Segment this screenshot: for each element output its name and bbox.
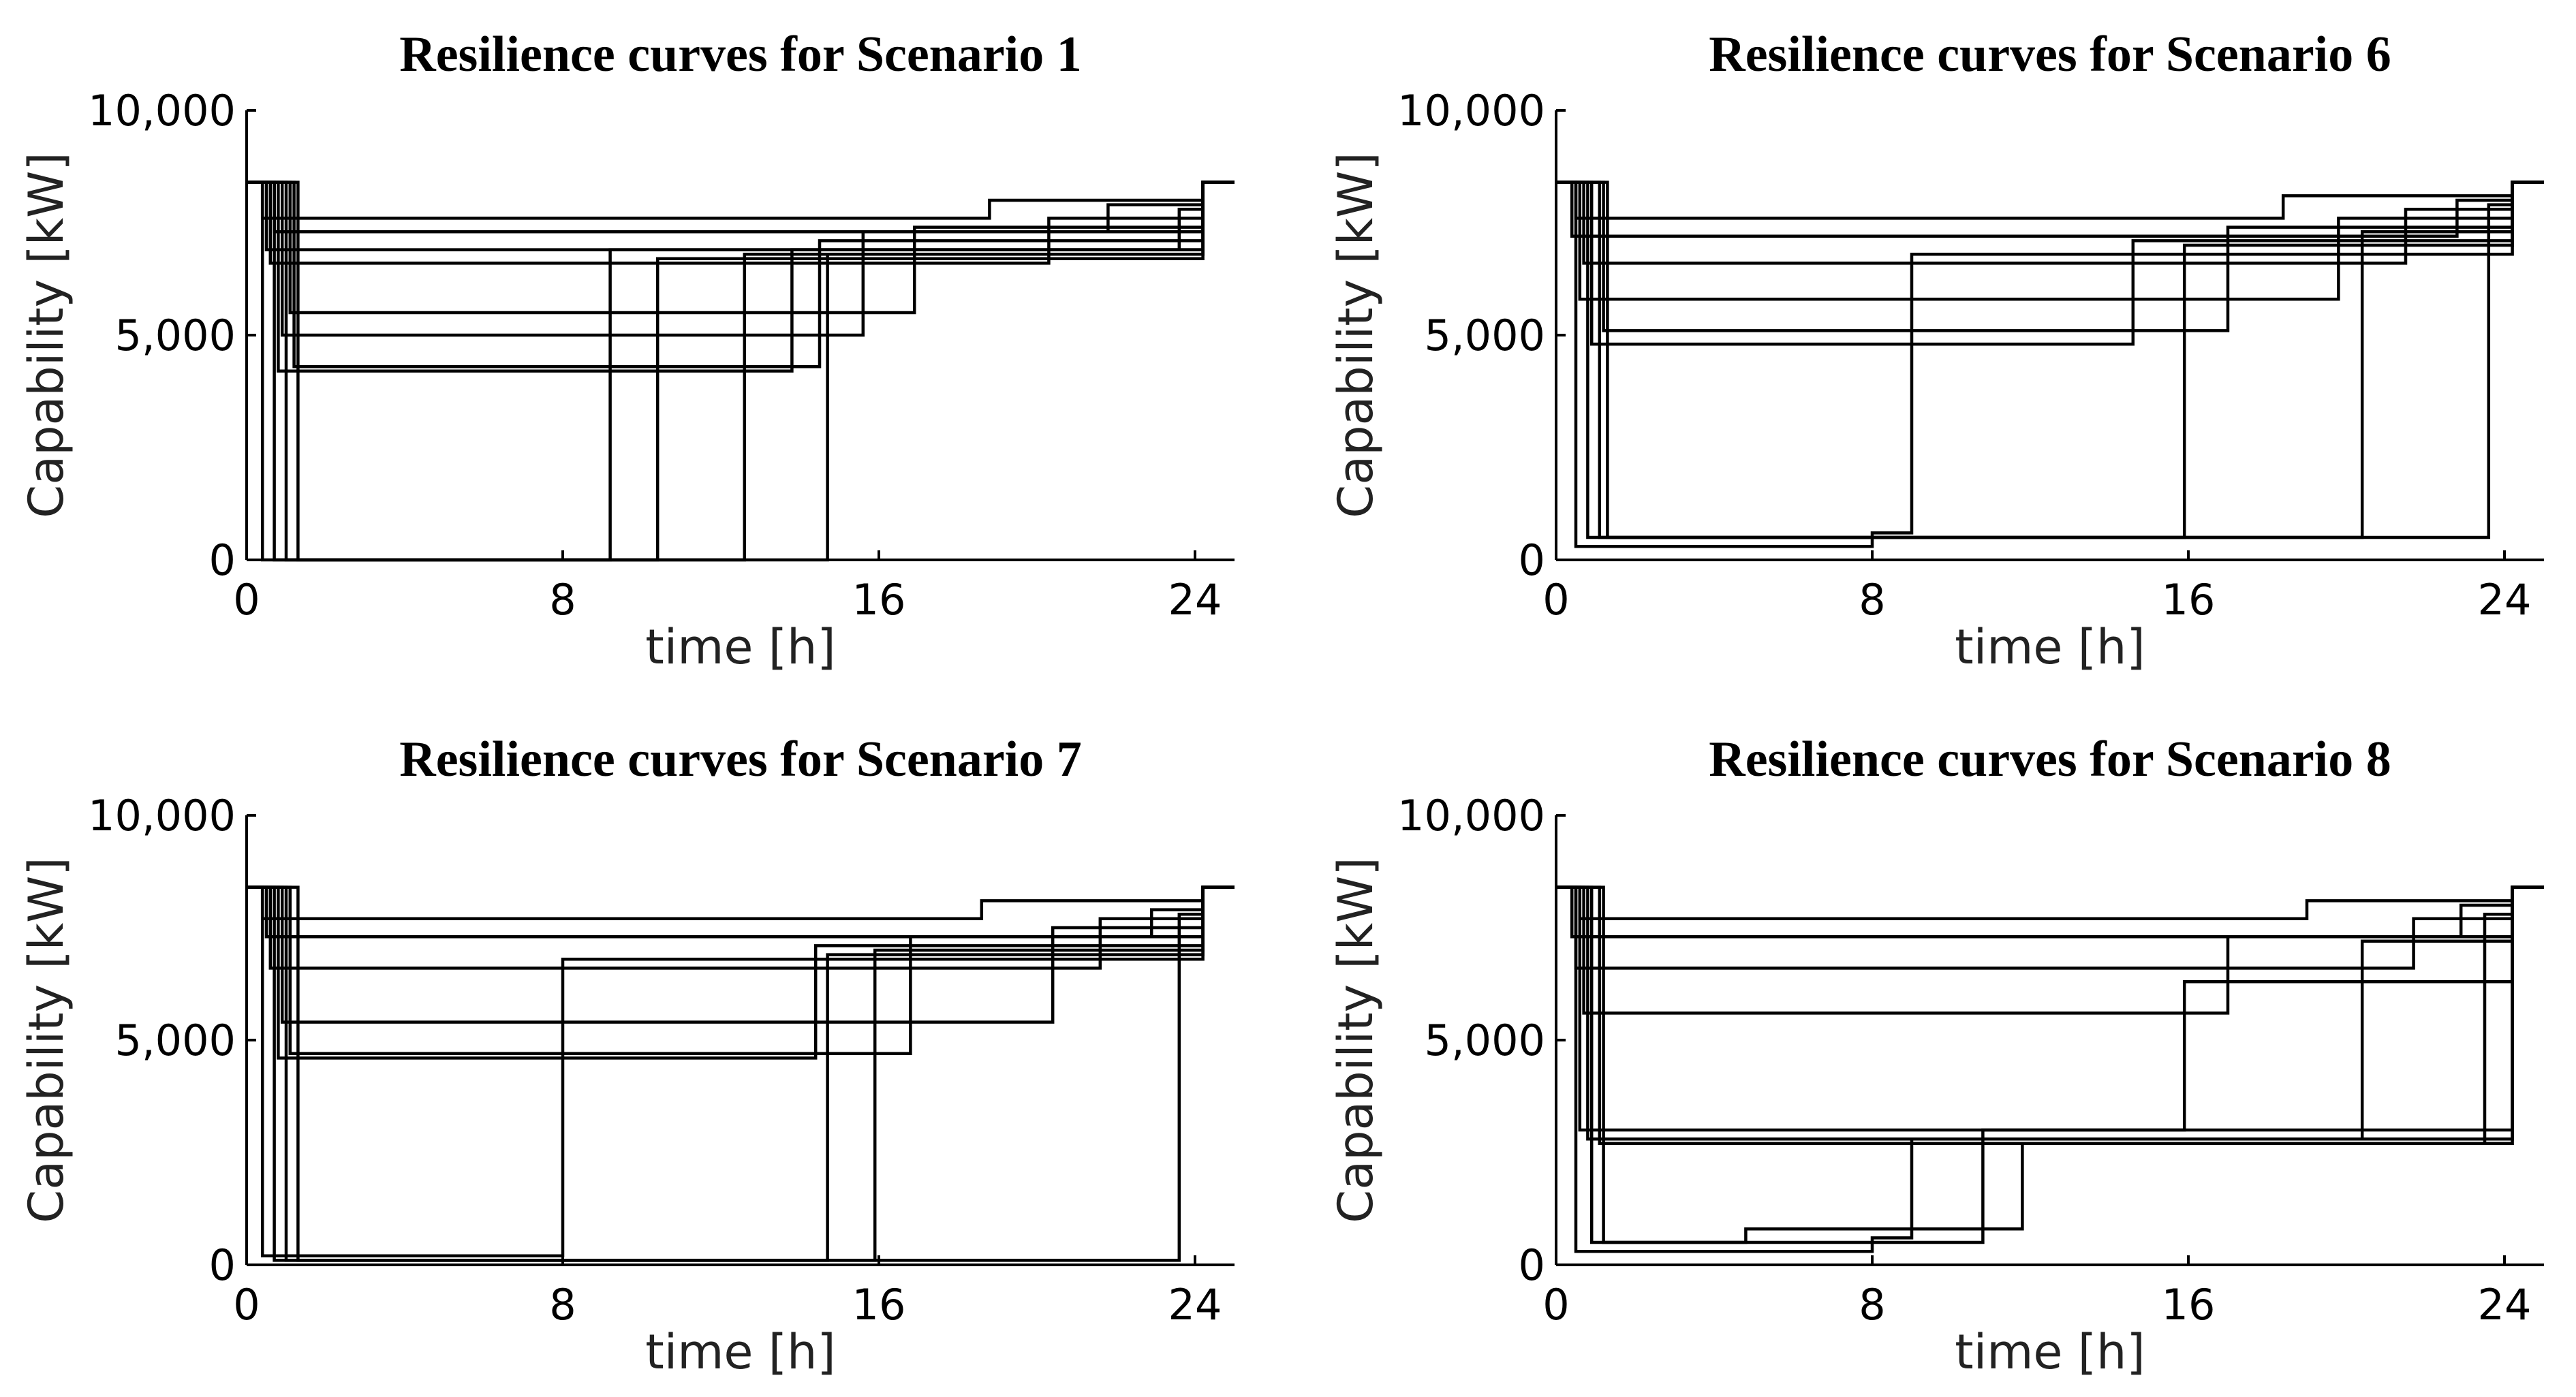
resilience-curve-6: [1556, 180, 2544, 332]
y-tick-label: 0: [209, 1240, 236, 1290]
resilience-curve-9: [247, 885, 1235, 939]
y-tick-label: 5,000: [1425, 1016, 1546, 1065]
x-tick-label: 24: [2478, 1280, 2532, 1330]
y-tick-label: 10,000: [88, 86, 236, 136]
x-tick-label: 16: [852, 575, 906, 625]
y-tick-label: 10,000: [88, 791, 236, 841]
x-tick-label: 8: [1859, 575, 1885, 625]
resilience-curve-10: [1556, 180, 2544, 220]
y-tick-label: 5,000: [115, 311, 236, 360]
resilience-curve-11: [247, 180, 1235, 234]
chart-panel-4: Resilience curves for Scenario 8 0 5,000 10…: [1328, 732, 2544, 1380]
x-tick-label: 16: [2162, 575, 2216, 625]
resilience-curve-5: [247, 180, 1235, 373]
x-tick-label: 24: [1168, 1280, 1222, 1330]
chart-title: Resilience curves for Scenario 1: [399, 27, 1082, 82]
y-axis-label: Capability [kW]: [1328, 152, 1384, 518]
resilience-curve-6: [247, 180, 1235, 368]
chart-panel-2: Resilience curves for Scenario 6 0 5,000 10…: [1328, 27, 2544, 675]
y-tick-label: 5,000: [115, 1016, 236, 1065]
x-tick-label: 0: [1542, 1280, 1569, 1330]
resilience-curve-6: [247, 885, 1235, 1056]
x-axis-label: time [h]: [645, 1324, 835, 1380]
y-tick-label: 5,000: [1425, 311, 1546, 360]
resilience-curve-7: [1556, 885, 2544, 1015]
y-tick-label: 10,000: [1397, 791, 1545, 841]
y-axis-label: Capability [kW]: [18, 152, 74, 518]
x-tick-label: 16: [2162, 1280, 2216, 1330]
x-tick-label: 16: [852, 1280, 906, 1330]
resilience-curve-4: [247, 885, 1235, 1262]
chart-title: Resilience curves for Scenario 7: [399, 732, 1082, 787]
x-tick-label: 0: [1542, 575, 1569, 625]
x-tick-label: 0: [233, 1280, 260, 1330]
resilience-curve-8: [247, 180, 1235, 315]
resilience-curve-10: [1556, 885, 2544, 921]
resilience-curve-1: [247, 885, 1235, 1258]
x-axis-label: time [h]: [1955, 1324, 2145, 1380]
resilience-curve-3: [247, 885, 1235, 1262]
resilience-curve-6: [1556, 885, 2544, 1146]
y-axis-label: Capability [kW]: [1328, 857, 1384, 1223]
resilience-curve-10: [247, 885, 1235, 921]
x-tick-label: 8: [549, 1280, 576, 1330]
resilience-curve-9: [1556, 885, 2544, 939]
x-tick-label: 8: [1859, 1280, 1885, 1330]
x-tick-label: 24: [1168, 575, 1222, 625]
x-tick-label: 8: [549, 575, 576, 625]
x-axis-label: time [h]: [1955, 619, 2145, 675]
chart-panel-1: Resilience curves for Scenario 1 0 5,000 10…: [18, 27, 1235, 675]
resilience-curve-2: [247, 885, 1235, 1262]
x-tick-label: 24: [2478, 575, 2532, 625]
x-tick-label: 0: [233, 575, 260, 625]
resilience-curve-5: [247, 885, 1235, 1060]
y-tick-label: 10,000: [1397, 86, 1545, 136]
y-tick-label: 0: [1519, 535, 1545, 585]
resilience-curve-4: [1556, 885, 2544, 1132]
chart-title: Resilience curves for Scenario 6: [1709, 27, 2391, 82]
y-tick-label: 0: [1519, 1240, 1545, 1290]
y-tick-label: 0: [209, 535, 236, 585]
resilience-curve-12: [247, 180, 1235, 220]
chart-panel-3: Resilience curves for Scenario 7 0 5,000 10…: [18, 732, 1235, 1380]
x-axis-label: time [h]: [645, 619, 835, 675]
y-axis-label: Capability [kW]: [18, 857, 74, 1223]
chart-title: Resilience curves for Scenario 8: [1709, 732, 2391, 787]
